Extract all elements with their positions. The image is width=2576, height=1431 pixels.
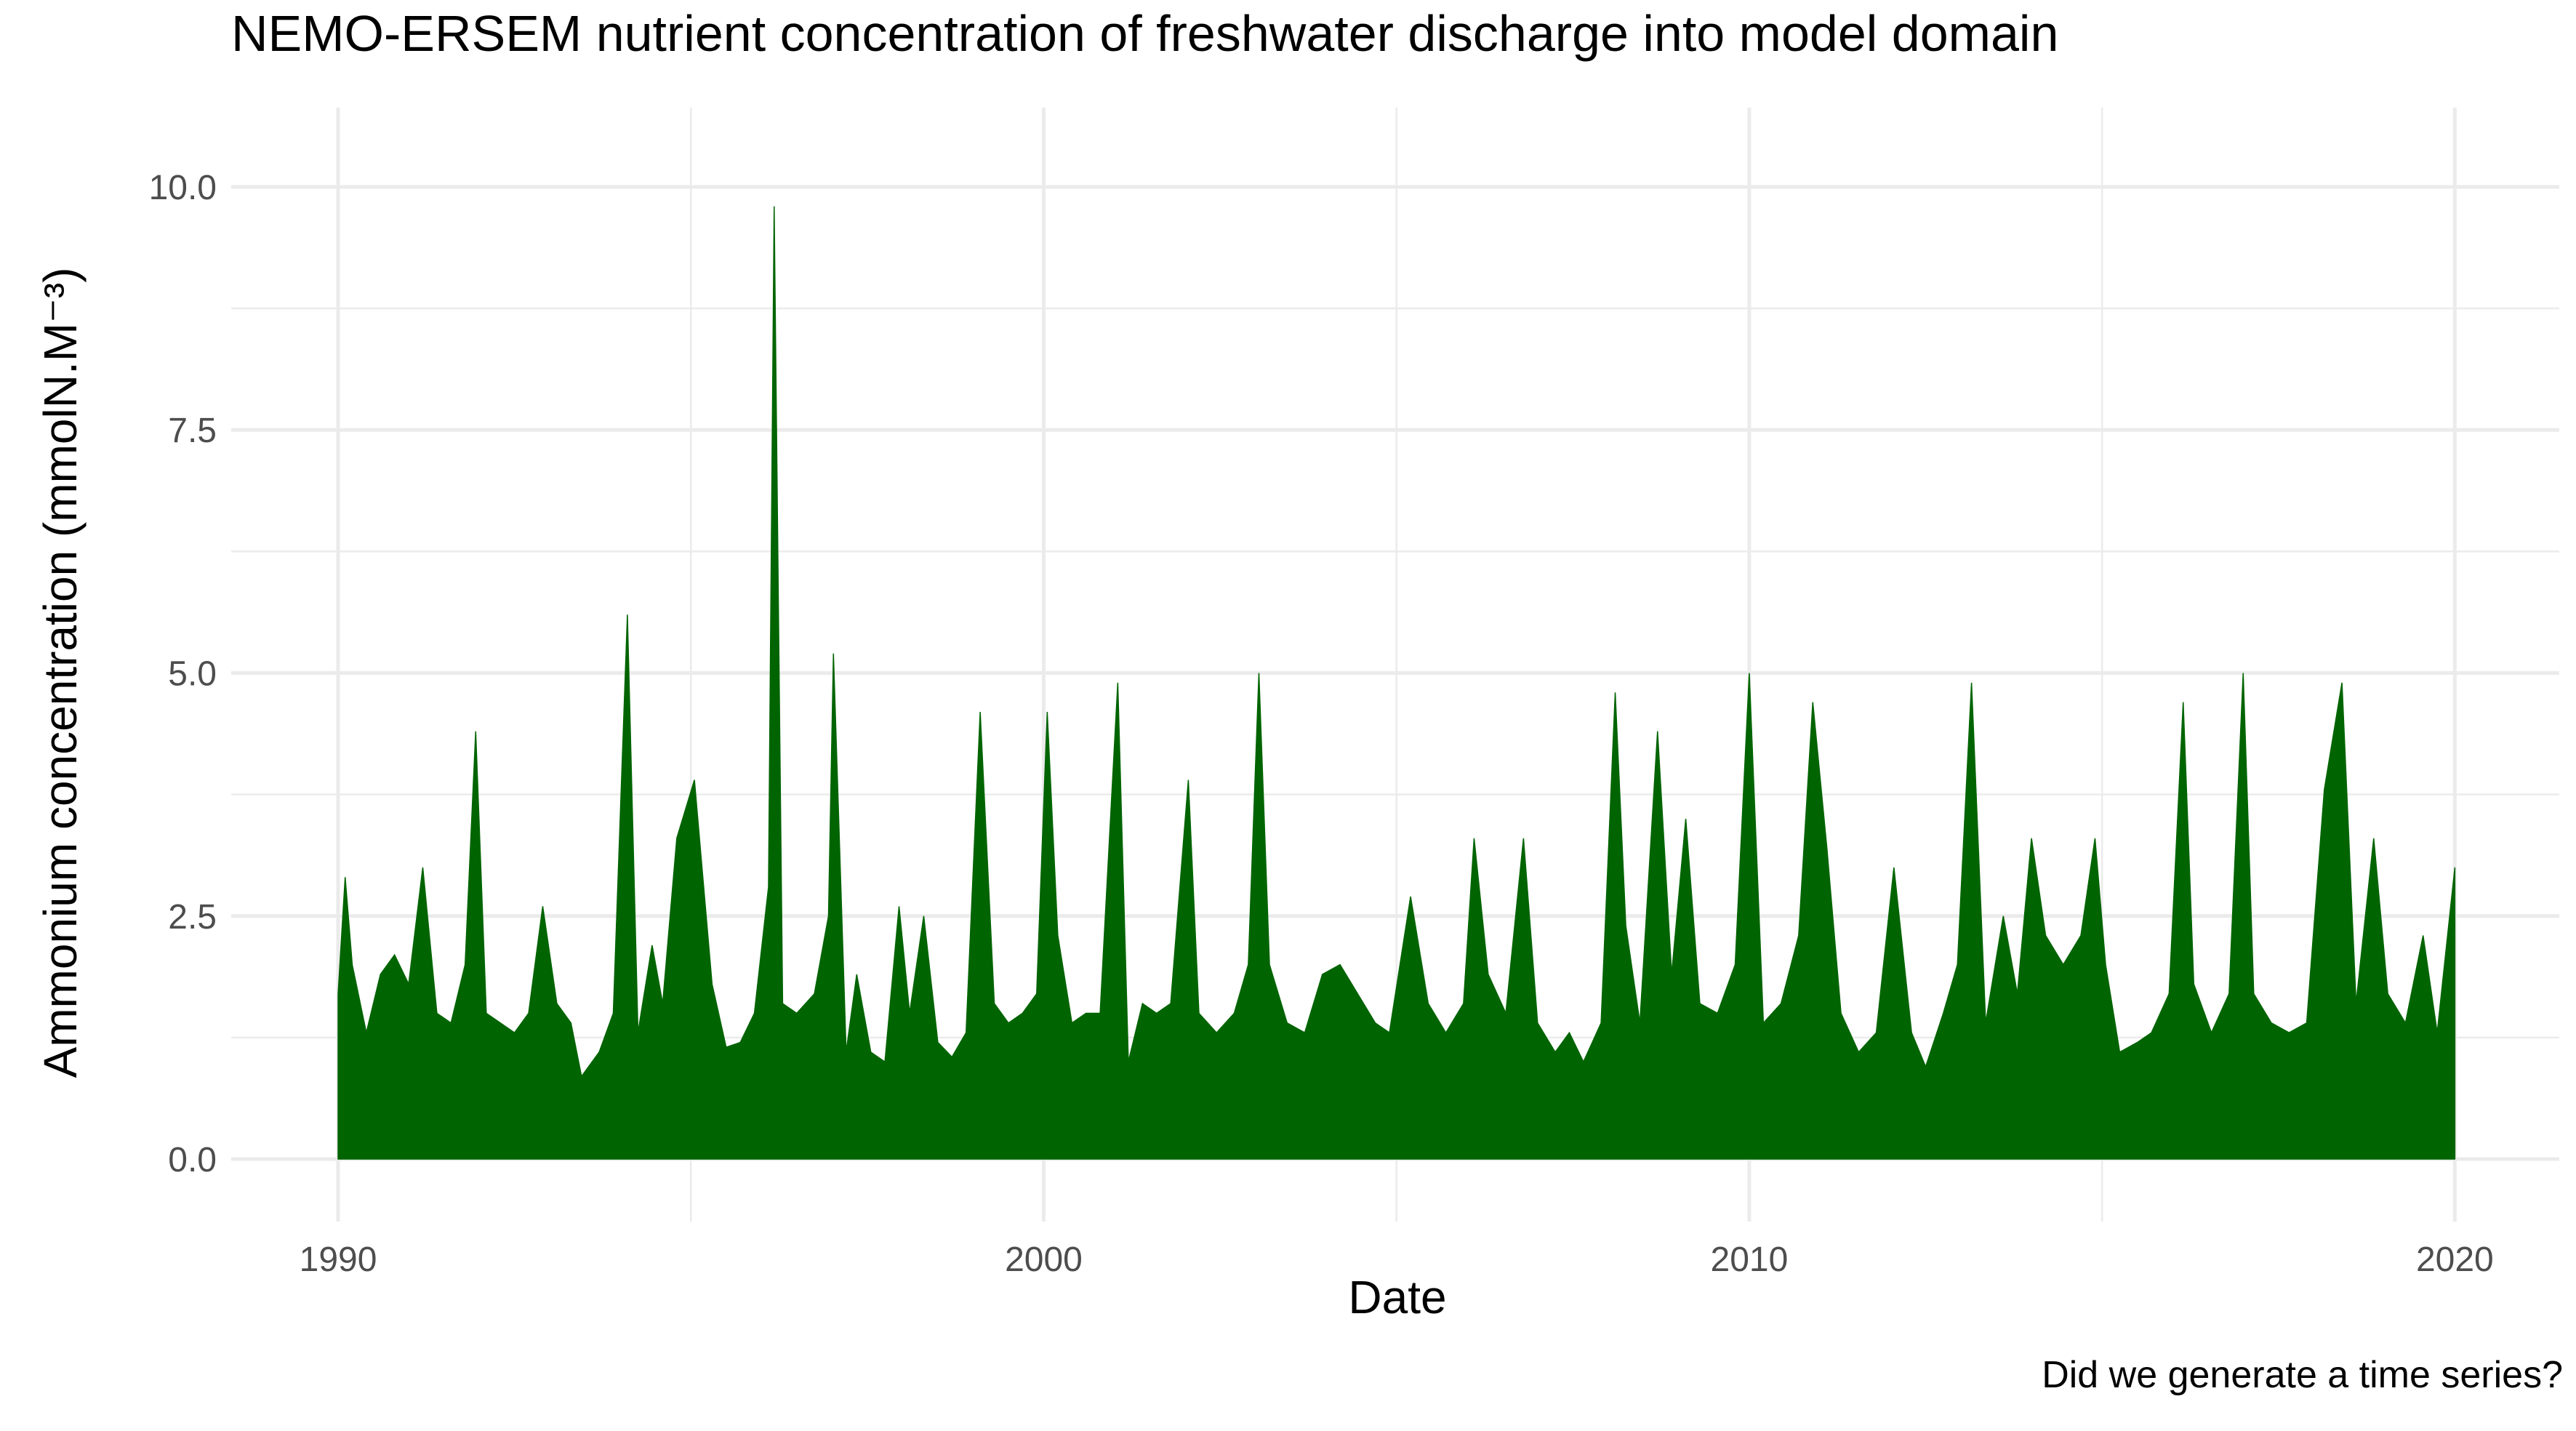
y-tick-label: 5.0	[168, 654, 217, 693]
chart-title: NEMO-ERSEM nutrient concentration of fre…	[231, 5, 2058, 62]
y-tick-label: 7.5	[168, 412, 217, 450]
x-tick-label: 2020	[2416, 1240, 2494, 1279]
x-tick-label: 2010	[1711, 1240, 1789, 1279]
y-axis-title: Ammonium concentration (mmolN.M⁻³)	[34, 268, 87, 1078]
x-tick-label: 2000	[1005, 1240, 1083, 1279]
y-tick-label: 10.0	[149, 169, 217, 207]
caption: Did we generate a time series?	[2042, 1354, 2563, 1396]
marks	[337, 206, 2456, 1160]
labels: 0.0 2.5 5.0 7.5 10.0 1990 2000 2010 2020	[149, 169, 2494, 1279]
y-tick-label: 2.5	[168, 898, 217, 937]
y-tick-label: 0.0	[168, 1141, 217, 1179]
area	[337, 206, 2456, 1160]
x-axis-title: Date	[1348, 1271, 1446, 1323]
x-tick-label: 1990	[300, 1240, 377, 1279]
